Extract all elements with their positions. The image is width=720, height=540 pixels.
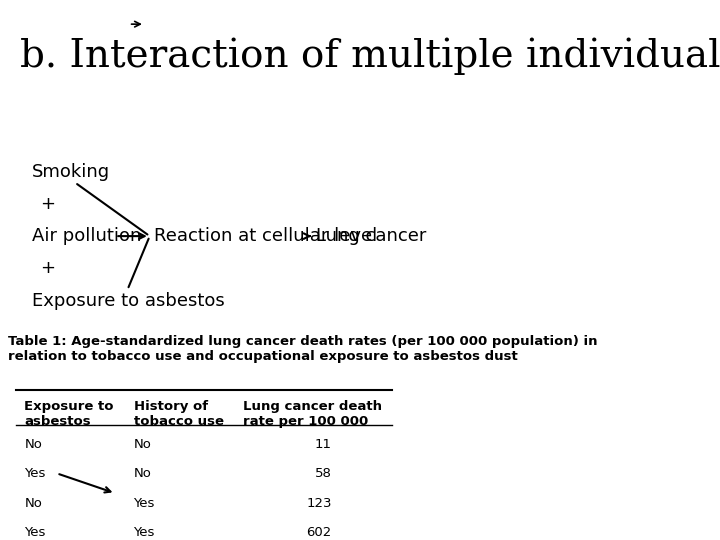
Text: No: No — [24, 497, 42, 510]
Text: No: No — [133, 467, 151, 480]
Text: 58: 58 — [315, 467, 332, 480]
Text: Yes: Yes — [133, 497, 155, 510]
Text: 602: 602 — [307, 526, 332, 539]
Text: b. Interaction of multiple individual causes: b. Interaction of multiple individual ca… — [20, 38, 720, 75]
Text: Exposure to asbestos: Exposure to asbestos — [32, 292, 225, 309]
Text: +: + — [40, 195, 55, 213]
Text: No: No — [133, 437, 151, 450]
Text: Yes: Yes — [24, 526, 45, 539]
Text: Table 1: Age-standardized lung cancer death rates (per 100 000 population) in
re: Table 1: Age-standardized lung cancer de… — [8, 335, 598, 363]
Text: Reaction at cellular level: Reaction at cellular level — [154, 227, 377, 245]
Text: 11: 11 — [315, 437, 332, 450]
Text: Lung cancer death
rate per 100 000: Lung cancer death rate per 100 000 — [243, 400, 382, 428]
Text: +: + — [40, 259, 55, 278]
Text: Exposure to
asbestos: Exposure to asbestos — [24, 400, 114, 428]
Text: Yes: Yes — [133, 526, 155, 539]
Text: Lung cancer: Lung cancer — [315, 227, 426, 245]
Text: Yes: Yes — [24, 467, 45, 480]
Text: History of
tobacco use: History of tobacco use — [133, 400, 223, 428]
Text: 123: 123 — [306, 497, 332, 510]
Text: Smoking: Smoking — [32, 163, 110, 181]
Text: No: No — [24, 437, 42, 450]
Text: Air pollution: Air pollution — [32, 227, 142, 245]
